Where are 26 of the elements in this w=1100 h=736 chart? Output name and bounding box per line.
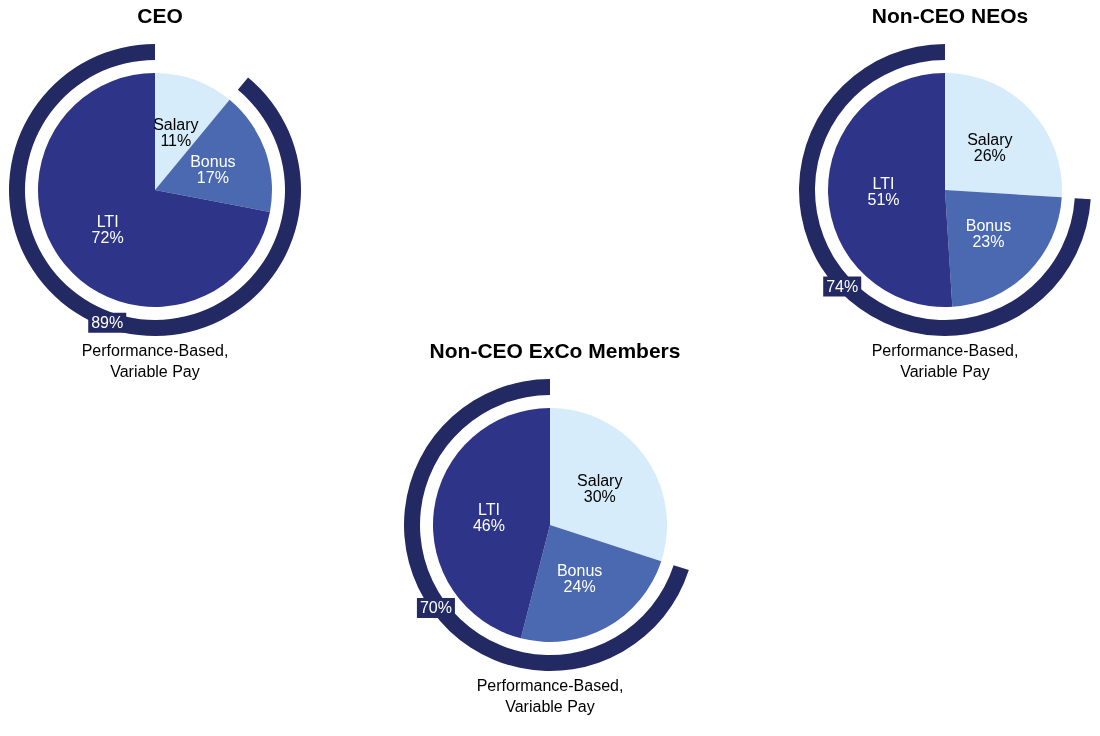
- slice-label: LTI: [478, 500, 500, 518]
- slice-label: LTI: [872, 175, 895, 193]
- data-label: 72%: [91, 228, 124, 246]
- data-label: 24%: [563, 578, 596, 596]
- slice-label: Bonus: [556, 562, 603, 580]
- slice-label: Salary: [577, 472, 623, 490]
- data-label: 30%: [583, 488, 616, 506]
- data-label: 17%: [196, 168, 229, 186]
- data-label: 26%: [973, 147, 1006, 165]
- legend-label: Performance-Based, Variable Pay: [81, 342, 229, 380]
- slice-label: Bonus: [965, 216, 1012, 234]
- chart-title: CEO: [137, 4, 183, 27]
- data-label: 51%: [867, 191, 900, 209]
- slice-label: Performance-Based, Variable Pay: [871, 342, 1019, 380]
- chart-title: Non-CEO NEOs: [871, 4, 1029, 27]
- slice-label: Performance-Based, Variable Pay: [476, 677, 624, 715]
- data-label: 89%: [91, 314, 124, 332]
- data-label: 46%: [472, 516, 505, 534]
- chart-title: Non-CEO ExCo Members: [429, 339, 681, 362]
- slice-label: Bonus: [190, 152, 236, 170]
- slice-label: LTI: [96, 212, 119, 230]
- data-label: 70%: [419, 599, 452, 617]
- slice-label: Salary: [967, 131, 1013, 149]
- data-label: 23%: [972, 232, 1005, 250]
- data-label: 11%: [160, 131, 192, 149]
- data-label: 74%: [826, 278, 859, 296]
